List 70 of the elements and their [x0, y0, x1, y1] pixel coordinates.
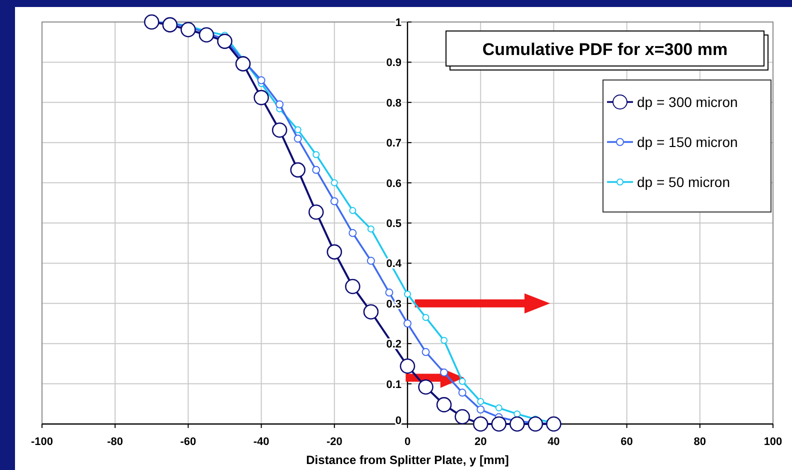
point — [144, 14, 160, 30]
point — [436, 397, 452, 412]
point — [290, 162, 306, 178]
x-tick-label: 0 — [404, 436, 411, 448]
point — [348, 229, 357, 238]
x-tick-label: -80 — [107, 436, 124, 448]
point — [404, 290, 411, 298]
x-tick-label: 100 — [764, 436, 782, 448]
x-tick-label: -20 — [326, 436, 342, 448]
point — [514, 410, 521, 418]
y-tick-label: 0.7 — [386, 138, 402, 150]
point — [180, 22, 196, 38]
y-tick-label: 0.9 — [386, 57, 402, 70]
point — [363, 304, 379, 320]
point — [440, 336, 448, 344]
legend-label: dp = 50 micron — [637, 174, 730, 190]
point — [422, 348, 430, 356]
point — [312, 166, 320, 174]
text: Cumulative PDF for x=300 mm — [482, 40, 728, 59]
x-tick-label: 60 — [620, 436, 633, 448]
point — [294, 134, 302, 143]
point — [366, 256, 375, 265]
point — [276, 100, 284, 108]
y-tick-label: 1 — [395, 17, 402, 29]
point — [294, 126, 302, 134]
point — [458, 378, 466, 385]
point — [308, 204, 324, 220]
point — [546, 416, 562, 432]
y-tick-label: 0.6 — [386, 178, 402, 190]
x-tick-label: 40 — [548, 436, 560, 448]
point — [312, 151, 320, 158]
point — [272, 122, 288, 138]
point — [477, 398, 484, 405]
point — [458, 388, 466, 397]
x-axis-title: Distance from Splitter Plate, y [mm] — [306, 453, 509, 467]
x-tick-label: 20 — [474, 436, 487, 448]
point — [326, 244, 342, 260]
point — [472, 416, 488, 432]
point — [217, 34, 232, 49]
point — [400, 358, 416, 374]
point — [495, 404, 502, 412]
y-tick-label: 0.8 — [386, 97, 402, 110]
point — [476, 406, 485, 414]
point — [254, 90, 269, 106]
legend-label: dp = 150 micron — [637, 134, 738, 150]
y-tick-label: 0.1 — [386, 378, 402, 391]
point — [349, 207, 356, 214]
point — [510, 416, 525, 432]
point — [198, 27, 214, 43]
point — [367, 226, 374, 233]
x-tick-label: 80 — [694, 436, 706, 448]
point — [440, 368, 448, 377]
point — [454, 409, 470, 424]
point — [422, 314, 430, 321]
point — [404, 320, 412, 328]
point — [235, 56, 251, 72]
point — [418, 379, 434, 395]
x-tick-label: -60 — [180, 436, 196, 448]
point — [257, 76, 266, 84]
x-tick-label: -40 — [253, 436, 270, 448]
point — [345, 278, 360, 294]
point — [330, 197, 338, 206]
point — [162, 17, 178, 32]
point — [330, 179, 338, 186]
point — [385, 288, 394, 297]
point — [491, 416, 507, 432]
y-tick-label: 0.5 — [386, 218, 402, 230]
x-tick-label: -100 — [30, 436, 54, 448]
legend-label: dp = 300 micron — [637, 94, 738, 110]
point — [528, 416, 544, 432]
